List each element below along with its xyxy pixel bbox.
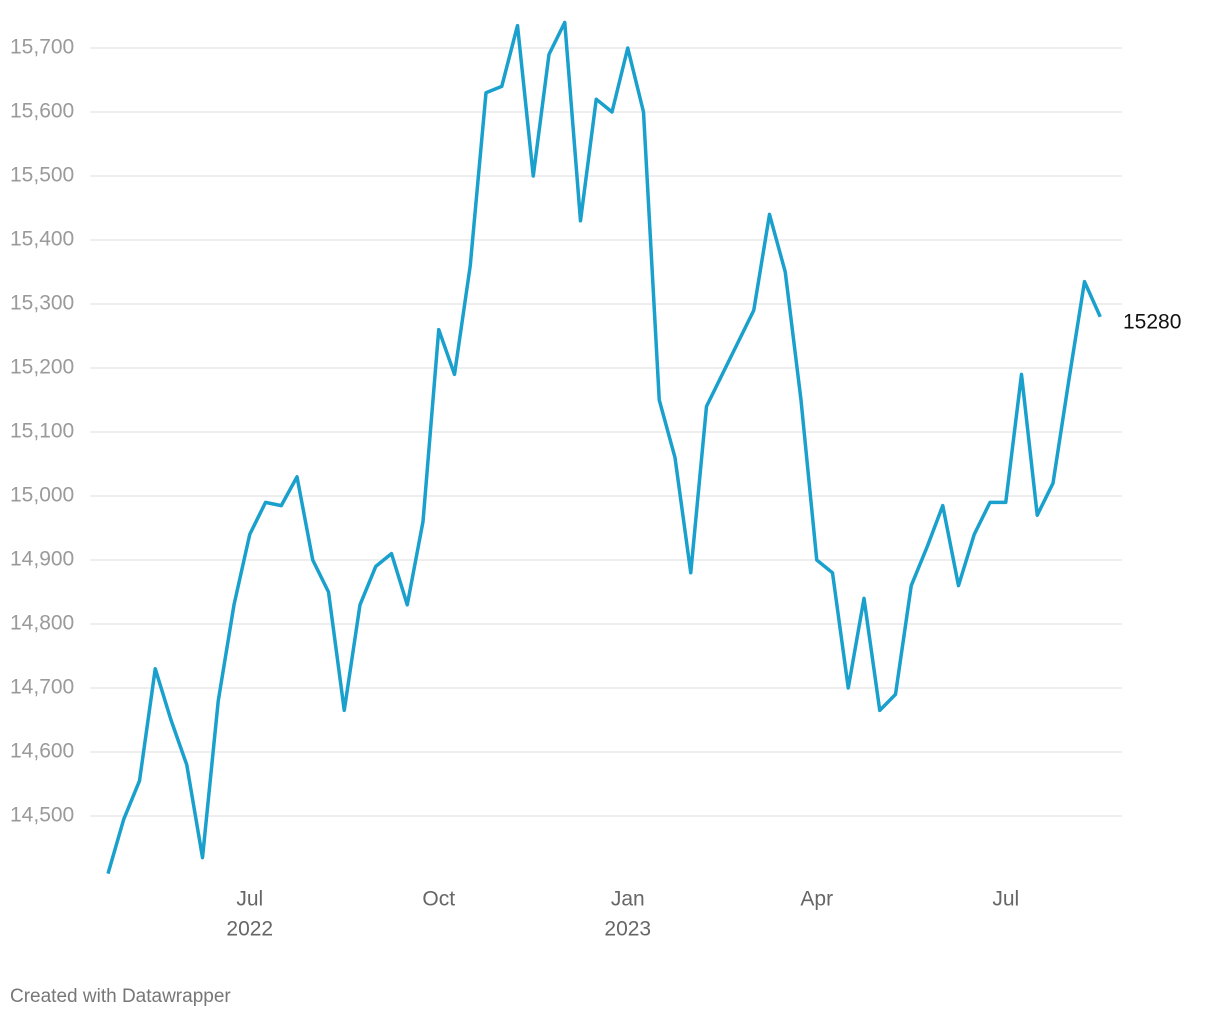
y-tick-label: 14,500 xyxy=(10,804,74,827)
y-tick-label: 14,600 xyxy=(10,740,74,763)
y-tick-label: 15,400 xyxy=(10,228,74,251)
y-tick-label: 14,700 xyxy=(10,676,74,699)
y-tick-label: 15,300 xyxy=(10,292,74,315)
x-tick-sublabel: 2023 xyxy=(604,918,651,941)
x-tick-label: Apr xyxy=(800,888,833,911)
x-tick-label: Oct xyxy=(422,888,455,911)
x-tick-label: Jul xyxy=(992,888,1019,911)
y-tick-label: 15,600 xyxy=(10,100,74,123)
y-tick-label: 15,200 xyxy=(10,356,74,379)
x-tick-sublabel: 2022 xyxy=(226,918,273,941)
y-tick-label: 15,700 xyxy=(10,36,74,59)
end-label: 15280 xyxy=(1123,310,1181,333)
x-tick-label: Jul xyxy=(236,888,263,911)
x-tick-label: Jan xyxy=(611,888,645,911)
y-tick-label: 14,800 xyxy=(10,612,74,635)
y-tick-label: 15,500 xyxy=(10,164,74,187)
footer: Created with Datawrapper xyxy=(10,986,231,1007)
y-tick-label: 14,900 xyxy=(10,548,74,571)
line xyxy=(106,20,1102,875)
y-tick-label: 15,100 xyxy=(10,420,74,443)
y-tick-label: 15,000 xyxy=(10,484,74,507)
